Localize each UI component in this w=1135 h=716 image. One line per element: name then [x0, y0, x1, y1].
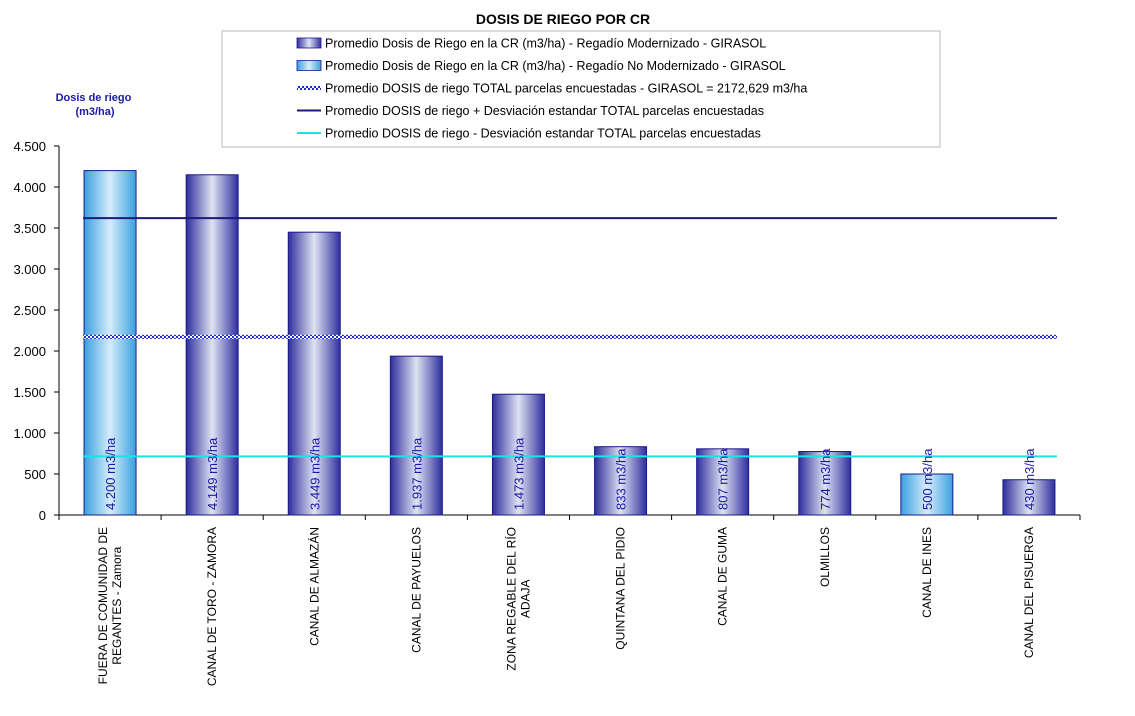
bar-modernizado	[798, 451, 852, 516]
x-tick-label: CANAL DE TORO - ZAMORA	[205, 527, 219, 686]
y-axis-label-line-2: (m3/ha)	[75, 106, 114, 118]
bar-modernizado	[1002, 479, 1056, 516]
y-axis-label-line-1: Dosis de riego	[56, 92, 132, 104]
legend: Promedio Dosis de Riego en la CR (m3/ha)…	[221, 30, 941, 148]
x-tick-label: QUINTANA DEL PIDIO	[614, 527, 628, 650]
data-label: 807 m3/ha	[716, 448, 731, 510]
data-label: 774 m3/ha	[818, 448, 833, 510]
bar-no-modernizado	[900, 473, 954, 516]
legend-label: Promedio DOSIS de riego - Desviación est…	[325, 127, 761, 141]
data-label: 1.473 m3/ha	[511, 437, 526, 510]
data-label: 4.200 m3/ha	[103, 437, 118, 510]
bar-modernizado	[696, 448, 750, 516]
y-tick-label: 4.000	[13, 180, 46, 195]
bar-modernizado	[491, 393, 545, 516]
bar-modernizado	[287, 231, 341, 516]
x-tick-label: CANAL DE ALMAZÁN	[306, 527, 321, 646]
y-tick-label: 1.500	[13, 385, 46, 400]
plot-area: 0 500 1.000 1.500 2.000 2.500 3.000 3.500 4.000 4…	[13, 139, 1081, 686]
legend-label: Promedio DOSIS de riego TOTAL parcelas e…	[325, 82, 807, 96]
bar-no-modernizado	[83, 170, 137, 516]
data-label: 833 m3/ha	[614, 448, 629, 510]
x-tick-label: CANAL DE PAYUELOS	[409, 527, 423, 653]
x-tick-label: OLMILLOS	[818, 527, 832, 587]
y-tick-label: 4.500	[13, 139, 46, 154]
x-tick-label: CANAL DE INES	[920, 527, 934, 618]
data-label: 500 m3/ha	[920, 448, 935, 510]
bar-modernizado	[185, 174, 239, 516]
y-tick-label: 1.000	[13, 426, 46, 441]
legend-label: Promedio DOSIS de riego + Desviación est…	[325, 104, 764, 118]
x-tick-label: FUERA DE COMUNIDAD DEREGANTES - Zamora	[96, 527, 124, 684]
legend-swatch	[296, 37, 322, 49]
y-tick-label: 3.500	[13, 221, 46, 236]
legend-box	[221, 30, 941, 148]
data-label: 430 m3/ha	[1022, 448, 1037, 510]
x-tick-label: CANAL DE GUMA	[716, 527, 730, 626]
y-tick-label: 3.000	[13, 262, 46, 277]
legend-swatch	[297, 86, 321, 90]
reference-line-mean	[83, 334, 1057, 339]
data-label: 1.937 m3/ha	[409, 437, 424, 510]
bar-modernizado	[594, 446, 648, 516]
y-tick-label: 0	[39, 508, 46, 523]
x-tick-label: ZONA REGABLE DEL RÍOADAJA	[503, 527, 532, 671]
bar-modernizado	[389, 355, 443, 516]
y-tick-label: 2.500	[13, 303, 46, 318]
y-tick-label: 500	[24, 467, 46, 482]
chart-title: DOSIS DE RIEGO POR CR	[476, 11, 650, 27]
legend-swatch	[296, 60, 322, 71]
data-label: 3.449 m3/ha	[307, 437, 322, 510]
legend-label: Promedio Dosis de Riego en la CR (m3/ha)…	[325, 37, 766, 51]
x-tick-label: CANAL DEL PISUERGA	[1022, 527, 1036, 658]
y-tick-label: 2.000	[13, 344, 46, 359]
data-label: 4.149 m3/ha	[205, 437, 220, 510]
legend-label: Promedio Dosis de Riego en la CR (m3/ha)…	[325, 59, 786, 73]
y-axis-label: Dosis de riego (m3/ha)	[56, 92, 135, 118]
